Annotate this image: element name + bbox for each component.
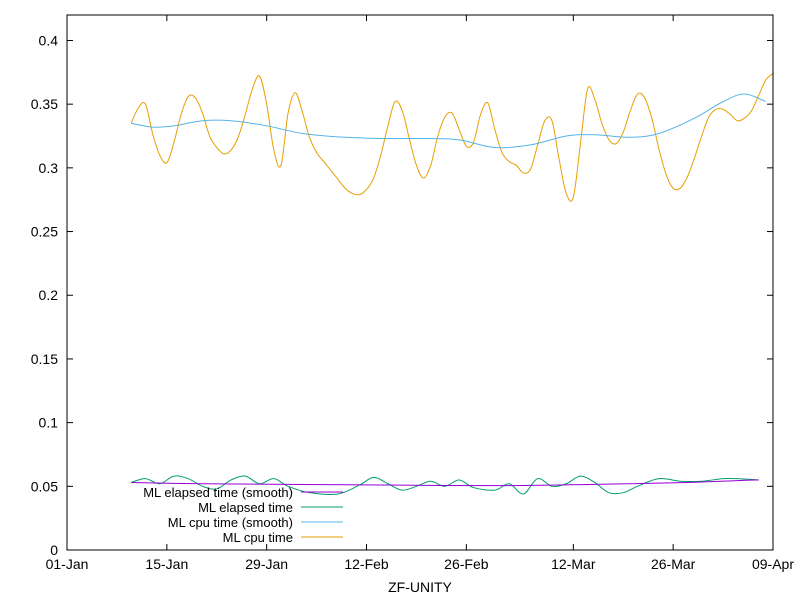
- axes-group: 0 0.05 0.1 0.15 0.2 0.25 0.3 0.35 0.4 01-Jan 15-Ja…: [31, 15, 794, 572]
- x-tick-label: 09-Apr: [752, 556, 794, 572]
- y-tick-label: 0.1: [39, 415, 59, 431]
- plot-series-group: [130, 72, 775, 495]
- x-tick-label: 26-Feb: [444, 556, 489, 572]
- y-tick-label: 0.15: [31, 351, 58, 367]
- plot-border: [66, 14, 774, 551]
- x-tick-label: 29-Jan: [245, 556, 288, 572]
- legend-entry-ml-elapsed-time-smooth: ML elapsed time (smooth): [143, 485, 343, 500]
- y-tick-label: 0.35: [31, 96, 58, 112]
- legend-label: ML elapsed time: [198, 500, 293, 515]
- series-line-ml-cpu-time-smooth: [131, 93, 767, 149]
- y-tick-label: 0: [50, 542, 58, 558]
- legend: ML elapsed time (smooth)ML elapsed timeM…: [143, 485, 343, 545]
- legend-entry-ml-elapsed-time: ML elapsed time: [198, 500, 343, 515]
- series-line-ml-elapsed-time-smooth: [131, 479, 759, 487]
- y-tick-label: 0.4: [39, 32, 59, 48]
- x-tick-label: 12-Feb: [344, 556, 389, 572]
- x-axis-title: ZF-UNITY: [388, 579, 452, 595]
- x-tick-label: 12-Mar: [551, 556, 596, 572]
- y-tick-label: 0.2: [39, 287, 59, 303]
- legend-entry-ml-cpu-time-smooth: ML cpu time (smooth): [168, 515, 343, 530]
- y-tick-label: 0.3: [39, 160, 59, 176]
- legend-label: ML elapsed time (smooth): [143, 485, 293, 500]
- series-line-ml-elapsed-time: [131, 475, 759, 495]
- y-tick-label: 0.25: [31, 224, 58, 240]
- x-tick-label: 15-Jan: [145, 556, 188, 572]
- legend-label: ML cpu time (smooth): [168, 515, 293, 530]
- series-line-ml-cpu-time: [130, 72, 775, 202]
- legend-entry-ml-cpu-time: ML cpu time: [223, 530, 343, 545]
- x-tick-label: 01-Jan: [46, 556, 89, 572]
- x-tick-label: 26-Mar: [651, 556, 696, 572]
- legend-label: ML cpu time: [223, 530, 293, 545]
- y-tick-label: 0.05: [31, 478, 58, 494]
